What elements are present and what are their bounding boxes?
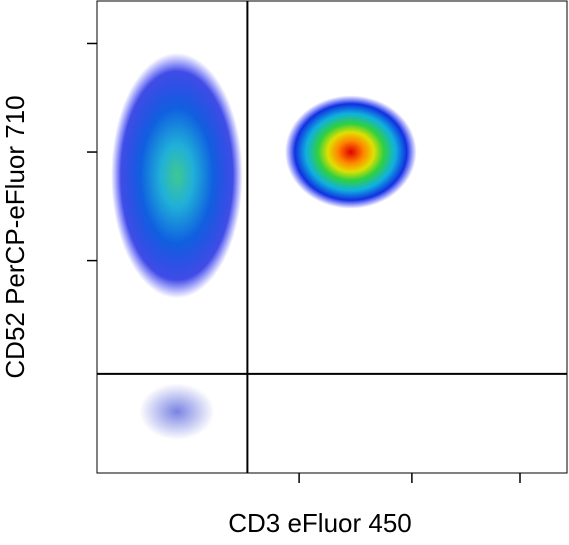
plot-frame xyxy=(96,0,568,474)
population xyxy=(285,95,417,209)
x-axis-label: CD3 eFluor 450 xyxy=(228,508,412,538)
y-axis-label: CD52 PerCP-eFluor 710 xyxy=(0,95,30,378)
population xyxy=(111,52,243,299)
population xyxy=(139,383,215,440)
